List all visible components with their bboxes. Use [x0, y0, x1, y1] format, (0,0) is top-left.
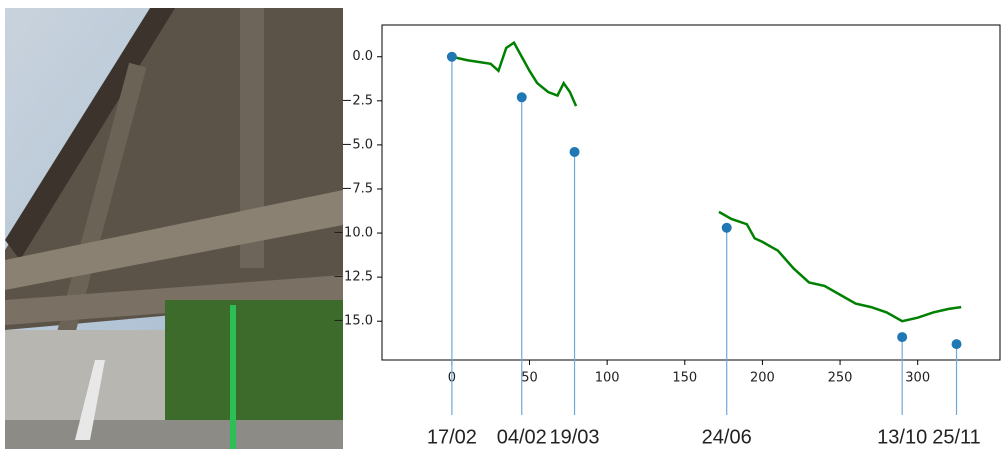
data-line [451, 40, 962, 323]
x-tick-label: 100 [595, 371, 620, 386]
point [951, 339, 962, 350]
point [897, 332, 908, 343]
y-tick-label: −2.5 [341, 93, 373, 108]
point [446, 51, 457, 62]
x-tick-label: 50 [521, 371, 538, 386]
x-tick-label: 150 [672, 371, 697, 386]
x-tick-label: 200 [750, 371, 775, 386]
point [516, 92, 527, 103]
y-tick-label: −12.5 [333, 270, 373, 285]
point [569, 146, 580, 157]
x-tick-label: 300 [905, 371, 930, 386]
y-tick-label: −15.0 [333, 314, 373, 329]
y-tick-label: −5.0 [341, 137, 373, 152]
date-label: 19/03 [550, 426, 600, 448]
y-tick-label: 0.0 [352, 49, 373, 64]
x-tick-label: 250 [828, 371, 853, 386]
point [721, 222, 732, 233]
y-tick-label: −10.0 [333, 226, 373, 241]
y-tick-label: −7.5 [341, 181, 373, 196]
date-label: 13/10 [877, 426, 927, 448]
date-label: 17/02 [427, 426, 477, 448]
date-label: 04/02 [497, 426, 547, 448]
photo [5, 8, 343, 449]
date-label: 24/06 [702, 426, 752, 448]
date-label: 25/11 [932, 426, 981, 448]
plot-frame [381, 24, 1001, 361]
